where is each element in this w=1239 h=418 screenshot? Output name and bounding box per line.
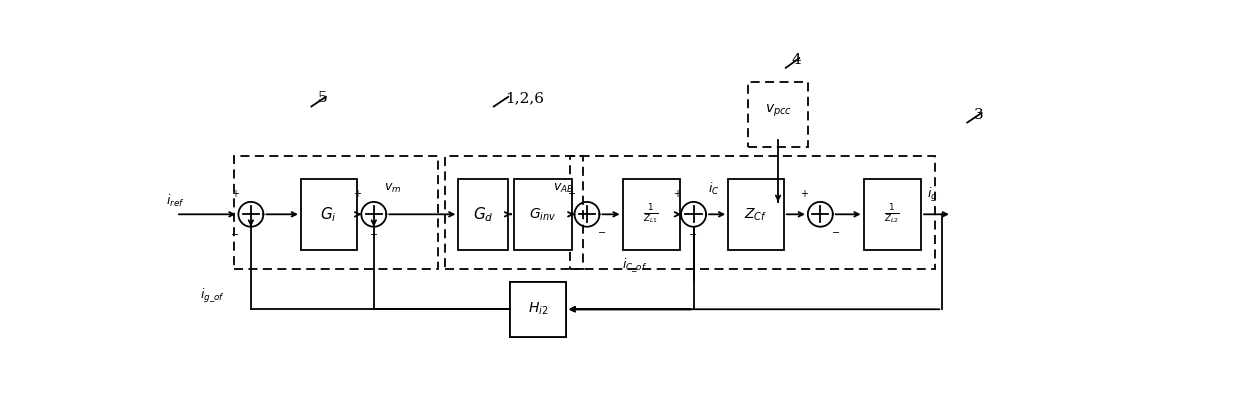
Text: −: − — [598, 228, 606, 238]
Text: $H_{i2}$: $H_{i2}$ — [528, 301, 548, 317]
Bar — [729, 179, 784, 250]
Text: $v_{pcc}$: $v_{pcc}$ — [764, 103, 792, 120]
Text: −: − — [230, 230, 239, 240]
Text: +: + — [353, 189, 362, 199]
Bar — [514, 179, 571, 250]
Bar — [234, 156, 439, 269]
Bar — [748, 82, 808, 147]
Text: $Z_{Cf}$: $Z_{Cf}$ — [745, 206, 768, 222]
Text: +: + — [230, 189, 239, 199]
Text: $H_{i1}$: $H_{i1}$ — [528, 301, 548, 317]
Bar — [622, 179, 680, 250]
Text: 5: 5 — [318, 92, 328, 105]
Bar — [445, 156, 584, 269]
Text: 1,2,6: 1,2,6 — [506, 92, 544, 105]
Text: −: − — [831, 228, 840, 238]
Text: $i_{g\_of}$: $i_{g\_of}$ — [199, 288, 225, 306]
Text: $i_{C\_of}$: $i_{C\_of}$ — [622, 256, 648, 274]
Bar — [301, 179, 357, 250]
Text: $v_m$: $v_m$ — [384, 182, 401, 195]
Text: $v_{AB}$: $v_{AB}$ — [553, 182, 574, 195]
Bar — [864, 179, 921, 250]
Text: $\frac{1}{Z_{L2}}$: $\frac{1}{Z_{L2}}$ — [885, 203, 901, 226]
Bar — [570, 156, 934, 269]
Bar — [510, 282, 566, 336]
Text: −: − — [689, 230, 696, 240]
Text: $i_g$: $i_g$ — [927, 186, 938, 204]
Text: $i_C$: $i_C$ — [707, 181, 720, 196]
Text: $G_d$: $G_d$ — [473, 205, 493, 224]
Text: +: + — [369, 230, 377, 240]
Text: 3: 3 — [974, 107, 984, 122]
Text: +: + — [566, 189, 575, 199]
Text: $\frac{1}{Z_{L1}}$: $\frac{1}{Z_{L1}}$ — [643, 203, 659, 226]
Text: $G_{inv}$: $G_{inv}$ — [529, 206, 556, 222]
Bar — [458, 179, 508, 250]
Text: $i_{ref}$: $i_{ref}$ — [166, 194, 185, 209]
Text: $G_i$: $G_i$ — [321, 205, 337, 224]
Text: +: + — [673, 189, 681, 199]
Text: +: + — [800, 189, 808, 199]
Bar — [510, 282, 566, 336]
Text: 4: 4 — [792, 53, 802, 67]
